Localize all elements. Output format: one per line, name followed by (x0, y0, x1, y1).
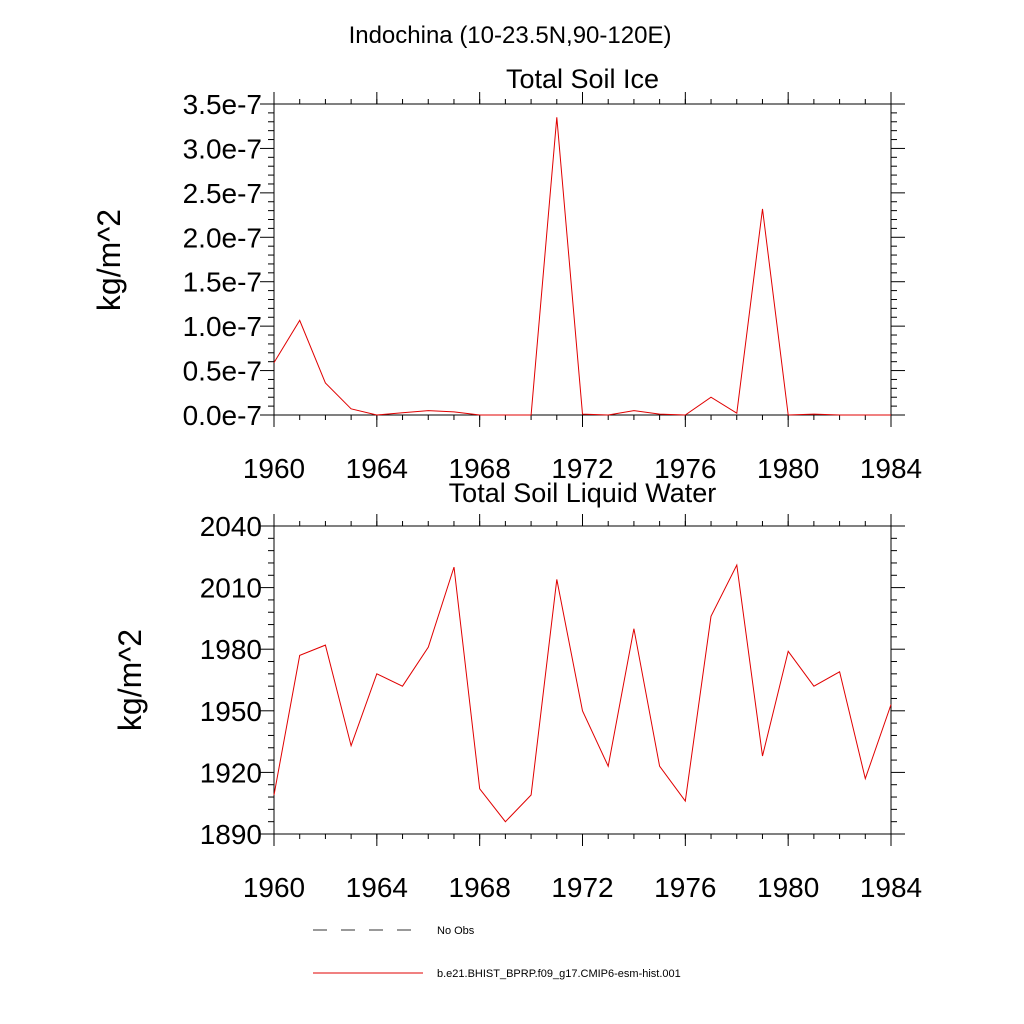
series-line (273, 563, 892, 823)
series-line (273, 117, 891, 416)
legend: No Obs b.e21.BHIST_BPRP.f09_g17.CMIP6-es… (313, 925, 681, 980)
y-tick-label: 2040 (200, 511, 262, 542)
y-tick-label: 1980 (200, 634, 262, 665)
main-title: Indochina (10-23.5N,90-120E) (349, 22, 672, 49)
panel-total-soil-liquid-water: Total Soil Liquid Water kg/m^2 1960 1964 196… (112, 478, 922, 903)
plot-frame (273, 525, 892, 835)
y-tick-label: 1920 (200, 757, 262, 788)
y-tick-label: 3.0e-7 (183, 133, 262, 164)
x-tick-label: 1980 (757, 453, 819, 484)
x-tick-label: 1972 (551, 872, 613, 903)
plot-frame (273, 103, 892, 416)
x-tick-label: 1984 (860, 872, 922, 903)
x-tick-label: 1964 (346, 453, 408, 484)
x-tick-label: 1976 (654, 872, 716, 903)
x-tick-label: 1968 (449, 872, 511, 903)
y-tick-label: 1.5e-7 (183, 267, 262, 298)
x-tick-label: 1960 (243, 872, 305, 903)
panel-total-soil-ice: Total Soil Ice kg/m^2 1960 1964 1968 1972 1976… (91, 64, 922, 484)
panel-title: Total Soil Liquid Water (449, 478, 717, 508)
x-tick-label: 1980 (757, 872, 819, 903)
y-axis-label: kg/m^2 (112, 629, 148, 731)
x-tick-label: 1968 (449, 453, 511, 484)
y-tick-label: 2.0e-7 (183, 222, 262, 253)
y-tick-label: 0.0e-7 (183, 400, 262, 431)
x-tick-label: 1976 (654, 453, 716, 484)
panel-title: Total Soil Ice (506, 64, 659, 94)
y-tick-label: 2010 (200, 573, 262, 604)
x-tick-label: 1964 (346, 872, 408, 903)
y-tick-label: 1.0e-7 (183, 311, 262, 342)
x-tick-label: 1984 (860, 453, 922, 484)
y-tick-label: 0.5e-7 (183, 356, 262, 387)
y-tick-label: 1890 (200, 819, 262, 850)
y-tick-label: 3.5e-7 (183, 89, 262, 120)
legend-label-no-obs: No Obs (437, 925, 475, 937)
y-tick-label: 2.5e-7 (183, 178, 262, 209)
y-axis-label: kg/m^2 (91, 209, 127, 311)
x-tick-label: 1972 (551, 453, 613, 484)
legend-label-model: b.e21.BHIST_BPRP.f09_g17.CMIP6-esm-hist.… (437, 968, 681, 980)
x-tick-label: 1960 (243, 453, 305, 484)
y-tick-label: 1950 (200, 696, 262, 727)
